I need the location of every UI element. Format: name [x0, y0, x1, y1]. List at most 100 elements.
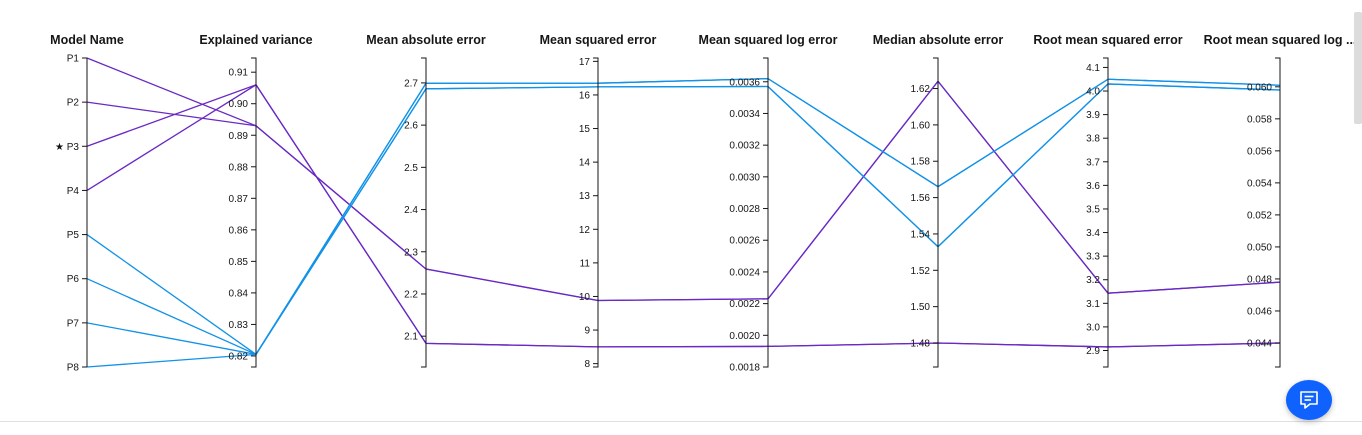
series-line-p5[interactable]	[86, 77, 1281, 356]
tick-label: P7	[67, 318, 80, 329]
tick-label: 1.62	[911, 84, 931, 95]
axis-line-rmsle	[1275, 57, 1281, 368]
tick-label: 0.90	[229, 99, 249, 110]
tick-label: 0.048	[1247, 274, 1272, 285]
tick-label: 9	[584, 326, 590, 337]
tick-label: 0.050	[1247, 242, 1272, 253]
tick-label: P6	[67, 274, 80, 285]
axis-title-rmse: Root mean squared error	[1033, 33, 1182, 47]
axis-title-mae: Mean absolute error	[366, 33, 486, 47]
tick-label: 1.48	[911, 339, 931, 350]
axis-model: Model Name P1 P2 ★ P3 P4 P5 P6 P7 P8	[50, 33, 124, 374]
tick-label: 1.58	[911, 157, 931, 168]
tick-label: 0.89	[229, 131, 249, 142]
axis-rmsle: Root mean squared log ... 0.044 0.046 0.048…	[1204, 33, 1357, 368]
tick-label: ★ P3	[55, 142, 79, 153]
tick-label: 2.9	[1086, 346, 1100, 357]
vertical-scrollbar[interactable]	[1354, 12, 1362, 124]
tick-label: 4.0	[1086, 87, 1100, 98]
chat-icon	[1300, 391, 1318, 409]
axis-title-mse: Mean squared error	[540, 33, 657, 47]
tick-label: 12	[579, 225, 591, 236]
tick-label: 1.60	[911, 120, 931, 131]
tick-label: 0.83	[229, 320, 249, 331]
series-line-p6[interactable]	[86, 77, 1281, 356]
series-line-p8[interactable]	[86, 83, 1281, 368]
series-line-p7[interactable]	[86, 83, 1281, 356]
axis-line-mae	[421, 57, 427, 368]
tick-label: 0.054	[1247, 178, 1272, 189]
tick-label: P5	[67, 230, 80, 241]
tick-label: 3.2	[1086, 275, 1100, 286]
axis-title-model: Model Name	[50, 33, 124, 47]
tick-label: 3.4	[1086, 228, 1100, 239]
tick-label: 0.85	[229, 257, 249, 268]
tick-label: 0.86	[229, 225, 249, 236]
tick-label: 3.6	[1086, 181, 1100, 192]
axis-mse: Mean squared error 8 9 10 11 12 13 14 15 16 17	[540, 33, 657, 370]
tick-label: P4	[67, 186, 80, 197]
tick-label: 16	[579, 90, 591, 101]
tick-label: P2	[67, 98, 80, 109]
tick-label: 8	[584, 359, 590, 370]
series-line-p4[interactable]	[86, 83, 1281, 348]
tick-label: 2.3	[404, 247, 418, 258]
tick-label: 1.52	[911, 266, 931, 277]
tick-label: 0.044	[1247, 338, 1272, 349]
tick-label: 0.0030	[729, 172, 760, 183]
tick-label: 0.046	[1247, 306, 1272, 317]
tick-label: 0.84	[229, 288, 249, 299]
axis-line-medae	[933, 57, 939, 368]
tick-label: 0.058	[1247, 114, 1272, 125]
tick-label: 0.88	[229, 162, 249, 173]
axis-title-msle: Mean squared log error	[699, 33, 838, 47]
axis-title-medae: Median absolute error	[873, 33, 1004, 47]
axis-rmse: Root mean squared error 2.9 3.0 3.1 3.2 3.3 3.…	[1033, 33, 1183, 368]
tick-label: 3.3	[1086, 252, 1100, 263]
tick-label: 0.0020	[729, 331, 760, 342]
tick-label: P1	[67, 54, 80, 65]
axis-msle: Mean squared log error 0.0018 0.0020 0.0022…	[699, 33, 838, 374]
tick-label: 11	[580, 258, 591, 269]
series-line-p2[interactable]	[86, 80, 1281, 302]
tick-label: 0.82	[229, 351, 249, 362]
feedback-button[interactable]	[1286, 380, 1332, 420]
tick-label: 0.0032	[729, 141, 760, 152]
tick-label: 0.0024	[729, 267, 760, 278]
axis-title-rmsle: Root mean squared log ...	[1204, 33, 1357, 47]
tick-label: 0.060	[1247, 82, 1272, 93]
tick-label: 2.4	[404, 205, 418, 216]
axis-line-rmse	[1103, 57, 1109, 368]
tick-label: 0.0026	[729, 236, 760, 247]
axis-line-msle	[763, 57, 769, 368]
tick-label: 1.56	[911, 193, 931, 204]
tick-label: 3.8	[1086, 134, 1100, 145]
tick-label: 0.91	[229, 68, 249, 79]
tick-label: 2.2	[404, 289, 418, 300]
axis-medae: Median absolute error 1.48 1.50 1.52 1.54 1.5…	[873, 33, 1004, 368]
series-lines	[86, 57, 1281, 368]
tick-label: 0.0018	[729, 363, 760, 374]
tick-label: 0.87	[229, 194, 249, 205]
tick-label: 14	[579, 158, 591, 169]
series-line-p3[interactable]	[86, 84, 1281, 348]
tick-label: 0.0022	[729, 299, 760, 310]
tick-label: 4.1	[1086, 63, 1100, 74]
series-line-p1[interactable]	[86, 57, 1281, 302]
axis-line-mse	[593, 57, 599, 368]
tick-label: 10	[579, 292, 591, 303]
axes: Model Name P1 P2 ★ P3 P4 P5 P6 P7 P8 Explained va…	[50, 33, 1356, 374]
bottom-divider	[0, 421, 1362, 422]
tick-label: 3.7	[1086, 157, 1100, 168]
tick-label: 1.50	[911, 302, 931, 313]
axis-mae: Mean absolute error 2.1 2.2 2.3 2.4 2.5 2.6 2.7	[366, 33, 486, 368]
tick-label: P8	[67, 363, 80, 374]
tick-label: 13	[579, 191, 591, 202]
tick-label: 2.7	[404, 78, 418, 89]
tick-label: 3.9	[1086, 110, 1100, 121]
axis-title-ev: Explained variance	[199, 33, 312, 47]
axis-line-ev	[251, 57, 257, 368]
tick-label: 0.056	[1247, 146, 1272, 157]
tick-label: 2.6	[404, 121, 418, 132]
